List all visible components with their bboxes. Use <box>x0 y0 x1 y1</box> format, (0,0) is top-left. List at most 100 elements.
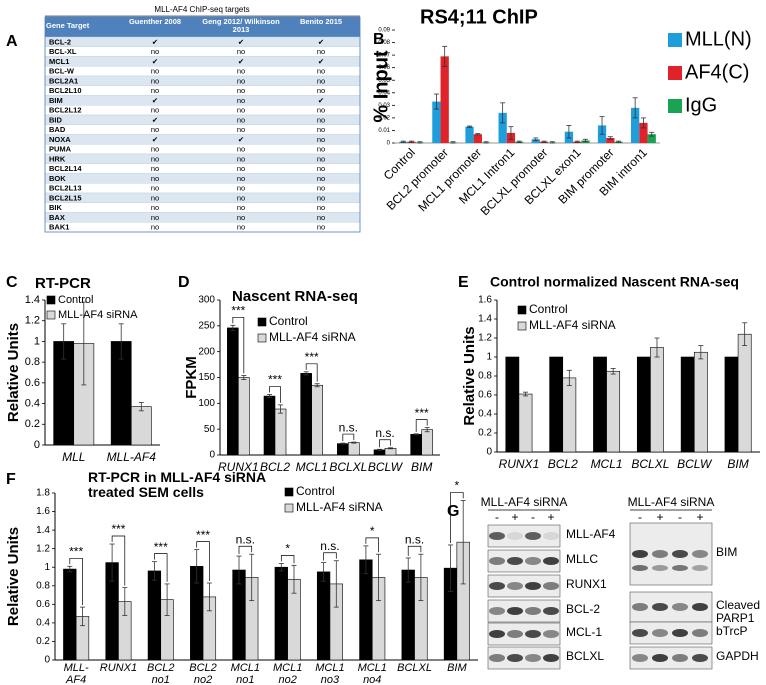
table-cell: no <box>151 47 159 56</box>
bar <box>401 569 415 661</box>
bar <box>650 347 664 453</box>
table-row-bg <box>44 163 361 174</box>
x-tick-label: MLL-AF4 <box>63 663 89 685</box>
table-cell: no <box>237 125 245 134</box>
significance-bracket <box>407 545 422 556</box>
legend-swatch <box>668 33 682 47</box>
bar <box>130 406 152 446</box>
y-tick-label: 0.6 <box>478 390 492 401</box>
panel-label: E <box>458 274 469 291</box>
bar <box>440 56 449 143</box>
table-cell: no <box>317 203 325 212</box>
x-tick-label-box: BCLXL <box>397 663 432 674</box>
blot-band <box>632 565 648 571</box>
x-tick-label: MLL <box>62 450 85 464</box>
table-cell: no <box>237 213 245 222</box>
panel-label: A <box>6 33 18 50</box>
table-cell: no <box>317 174 325 183</box>
band-label-box: bTrcP <box>716 625 748 637</box>
x-tick-label: BIM <box>727 457 748 471</box>
legend-swatch <box>257 317 267 327</box>
y-tick-label: 0.05 <box>378 78 390 84</box>
x-tick-label: MCL1 no4 <box>357 663 387 685</box>
y-tick-label: 0.06 <box>378 65 390 71</box>
blot-band <box>672 603 688 611</box>
bar <box>724 356 739 453</box>
table-row-bg <box>44 183 361 194</box>
table-cell: no <box>237 67 245 76</box>
blot-header: MLL-AF4 siRNA <box>481 495 568 509</box>
blot-strip <box>487 599 561 623</box>
band-label: BCLXL <box>566 650 605 663</box>
table-header-cell: Benito 2015 <box>299 18 343 26</box>
blot-header: MLL-AF4 siRNA <box>628 495 715 509</box>
legend-label: Control <box>529 302 568 316</box>
y-tick-label: 300 <box>198 295 215 306</box>
table-row-bg <box>44 46 361 57</box>
table-header-cell-box: Benito 2015 <box>299 18 343 26</box>
blot-band <box>489 654 505 662</box>
significance-bracket <box>415 419 428 432</box>
x-tick-label-box: MCL1 no1 <box>231 663 260 685</box>
significance-label: *** <box>111 522 125 536</box>
table-cell: no <box>151 213 159 222</box>
blot-band <box>692 654 708 662</box>
bar <box>238 377 250 456</box>
table-gene: MCL1 <box>49 57 69 66</box>
blot-band <box>489 557 505 565</box>
band-label-box: BIM <box>716 546 737 558</box>
y-axis-label: Relative Units <box>5 323 22 422</box>
panel-label: F <box>6 471 16 488</box>
significance-bracket <box>379 439 391 448</box>
y-tick-label: 0.6 <box>25 377 40 389</box>
table-cell: no <box>317 67 325 76</box>
table-gene: BCL2A1 <box>49 76 78 85</box>
blot-band <box>672 629 688 637</box>
x-tick-label: MCL1 no3 <box>315 663 345 685</box>
table-border <box>44 16 361 233</box>
chart-title: Nascent RNA-seq <box>232 288 358 305</box>
lane-label: + <box>696 510 703 524</box>
bar <box>274 408 287 456</box>
legend-label: IgG <box>685 94 717 116</box>
significance-bracket <box>232 316 245 374</box>
lane-label: - <box>678 510 682 524</box>
table-cell: no <box>151 154 159 163</box>
bar <box>263 395 276 456</box>
table-cell: no <box>317 145 325 154</box>
table-row-bg <box>44 66 361 77</box>
bar <box>432 101 441 143</box>
table-cell: no <box>237 203 245 212</box>
significance-label: *** <box>268 373 282 387</box>
blot-strip <box>629 646 713 670</box>
table-cell: no <box>151 223 159 232</box>
legend-label: Control <box>269 314 308 328</box>
band-label: MCL-1 <box>566 626 603 639</box>
blot-band <box>489 582 505 590</box>
table-cell: no <box>237 106 245 115</box>
table-row-bg <box>44 105 361 116</box>
table-cell: no <box>151 76 159 85</box>
chart-title: RT-PCR in MLL-AF4 siRNA treated SEM cell… <box>88 470 266 500</box>
bar <box>337 443 349 456</box>
table-gene: BCL-W <box>49 67 75 76</box>
table-gene: BAD <box>49 125 66 134</box>
blot-band <box>632 550 648 558</box>
lane-label: + <box>656 510 663 524</box>
x-tick-label: MCL1 <box>591 457 623 471</box>
table-gene: BCL-XL <box>49 47 77 56</box>
y-tick-label: 0.4 <box>478 409 492 420</box>
x-tick-label-box: BCL2 no1 <box>147 663 175 685</box>
table-cell: no <box>317 184 325 193</box>
blot-band <box>692 603 708 611</box>
table-cell: no <box>317 106 325 115</box>
significance-label: * <box>370 524 375 538</box>
legend-label: MLL-AF4 siRNA <box>529 318 616 332</box>
significance-bracket <box>196 541 210 581</box>
panel-label: C <box>6 274 18 291</box>
table-cell: no <box>237 193 245 202</box>
bar <box>359 559 373 661</box>
legend-swatch <box>668 66 682 80</box>
bar <box>562 377 577 453</box>
